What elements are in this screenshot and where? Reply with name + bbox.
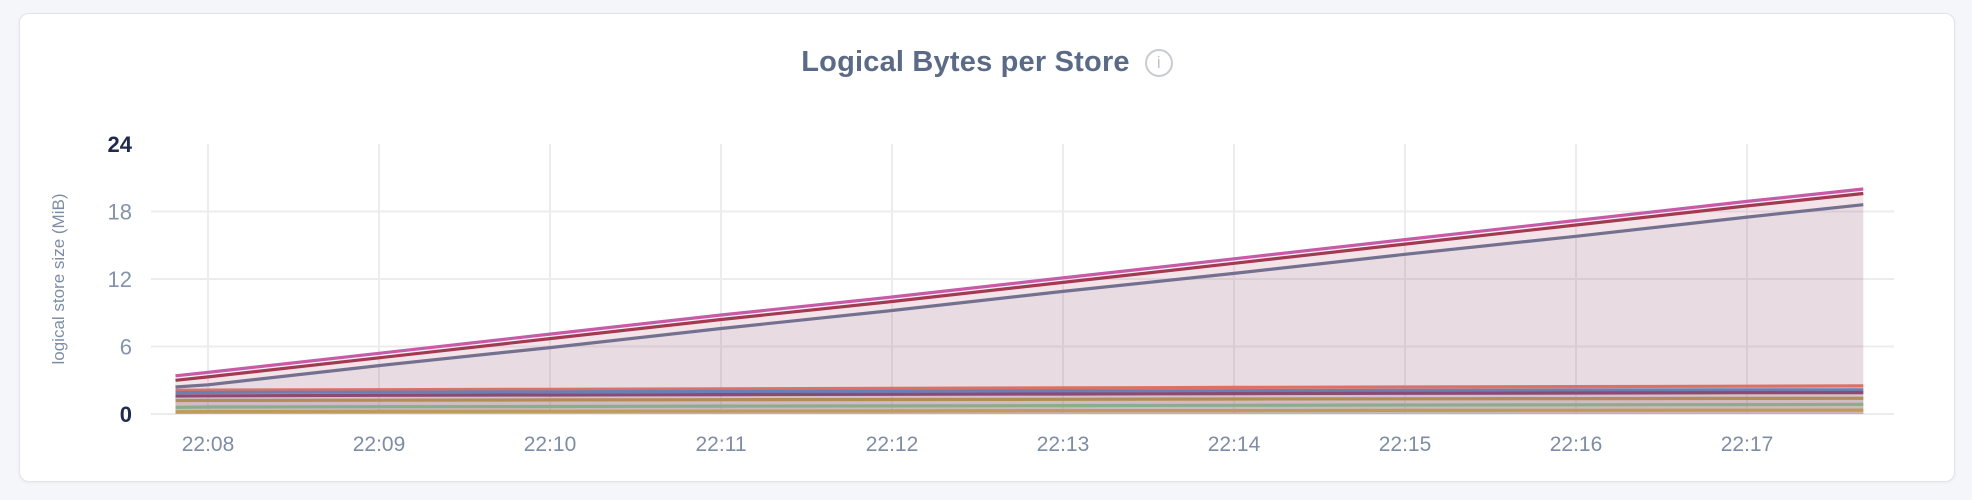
y-tick-label: 24 [108,132,133,157]
series-line-series-6-plum [175,391,1864,398]
chart-canvas[interactable]: 0 6 12 18 24 22:08 22:09 22:10 22:11 22:12 22:13 22… [20,14,1956,483]
series-line-series-5-blue [175,388,1864,395]
x-tick-label: 22:09 [353,433,406,456]
series-area-series-2-maroon [175,193,1864,414]
x-tick-label: 22:13 [1037,433,1090,456]
x-tick-label: 22:17 [1721,433,1774,456]
series-area-series-3-slate [175,204,1864,414]
series-line-series-4-salmon [175,384,1864,392]
x-tick-label: 22:14 [1208,433,1261,456]
x-tick-label: 22:08 [182,433,235,456]
series-line-series-2-maroon [175,191,1864,382]
y-tick-label: 6 [120,335,132,360]
x-tick-label: 22:15 [1379,433,1432,456]
x-tick-label: 22:16 [1550,433,1603,456]
series-line-series-8-green [175,402,1864,409]
series-area-series-1-orchid [175,189,1864,414]
chart-title: Logical Bytes per Store [801,46,1130,78]
series-line-series-3-slate [175,203,1864,389]
series-line-series-1-orchid [175,187,1864,378]
y-tick-label: 0 [120,402,132,427]
x-tick-label: 22:12 [866,433,919,456]
info-icon[interactable]: i [1144,48,1173,77]
x-tick-label: 22:10 [524,433,577,456]
info-icon-glyph: i [1156,53,1161,72]
y-axis-label: logical store size (MiB) [49,193,68,365]
y-tick-label: 18 [108,200,132,225]
chart-card: Logical Bytes per Store i logical store … [19,13,1955,482]
chart-header: Logical Bytes per Store i [20,46,1954,79]
series-line-series-9-gold [175,408,1864,414]
y-tick-label: 12 [108,267,132,292]
series-line-series-7-tan [175,396,1864,403]
x-tick-label: 22:11 [696,433,747,456]
